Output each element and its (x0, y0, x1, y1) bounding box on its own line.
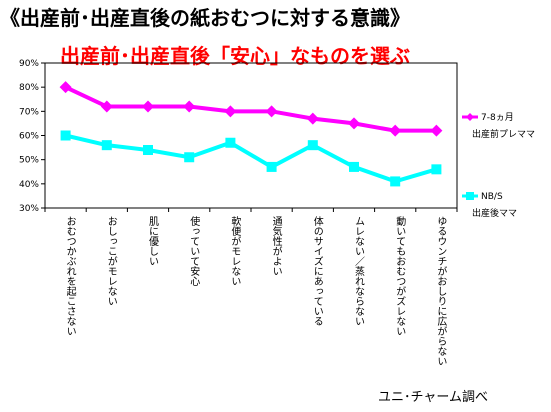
x-tick-label: ムレない／蒸れならない (353, 216, 365, 326)
data-point-diamond (183, 100, 196, 113)
data-point-square (266, 161, 277, 172)
x-tick-label: 肌に優しい (147, 216, 159, 266)
data-point-diamond (306, 112, 319, 125)
x-tick-label: ゆるウンチがおしりに広がらない (435, 216, 447, 366)
x-axis: おむつかぶれを起こさない おしっこがモレない 肌に優しい 使っていて安心 軟便がモレない… (44, 208, 458, 366)
y-tick-label: 60% (19, 132, 39, 142)
data-point-square (431, 164, 442, 175)
data-point-diamond (59, 81, 72, 94)
x-tick-label: 体のサイズにあっている (311, 216, 323, 326)
data-point-diamond (142, 100, 154, 113)
legend-marker-diamond (466, 113, 474, 121)
x-tick-label: 動いてもおむつがズレない (394, 215, 406, 336)
data-point-diamond (265, 105, 278, 118)
series-line-1 (64, 85, 437, 133)
y-tick-label: 90% (19, 59, 39, 69)
x-tick-label: 軟便がモレない (229, 215, 241, 286)
data-point-square (143, 145, 153, 155)
x-tick-label: 使っていて安心 (188, 215, 200, 286)
legend-marker-square (466, 192, 474, 200)
data-point-diamond (348, 117, 360, 130)
source-note: ユニ･チャーム調べ (378, 390, 488, 405)
chart-subtitle: 出産前･出産直後「安心」なものを選ぶ (60, 44, 410, 68)
legend-label: NB/S (481, 192, 503, 202)
x-tick-label: おむつかぶれを起こさない (64, 216, 76, 336)
x-tick-label: 通気性がよい (270, 216, 282, 276)
series-group (59, 81, 443, 187)
x-tick-label: おしっこがモレない (105, 216, 117, 306)
y-tick-label: 40% (19, 180, 39, 190)
data-point-square (225, 137, 236, 148)
data-point-diamond (389, 124, 402, 137)
data-point-diamond (430, 124, 443, 137)
data-point-square (390, 176, 401, 187)
y-tick-label: 70% (19, 107, 39, 117)
data-point-square (307, 140, 318, 151)
y-tick-label: 30% (19, 204, 39, 214)
data-point-diamond (224, 105, 237, 118)
data-point-square (184, 152, 195, 163)
data-point-diamond (100, 100, 113, 113)
legend-sublabel: 出産前プレママ (472, 128, 535, 140)
data-point-square (101, 140, 112, 151)
data-point-square (60, 130, 71, 141)
legend-label: 7-8ヵ月 (481, 112, 514, 123)
y-tick-label: 80% (19, 83, 39, 93)
y-tick-label: 50% (19, 156, 39, 166)
chart-title: 《出産前･出産直後の紙おむつに対する意識》 (0, 6, 410, 30)
series-line-2 (65, 133, 437, 184)
y-axis: 30% 40% 50% 60% 70% 80% 90% (19, 59, 45, 214)
data-point-square (349, 161, 359, 172)
legend-sublabel: 出産後ママ (472, 207, 517, 219)
